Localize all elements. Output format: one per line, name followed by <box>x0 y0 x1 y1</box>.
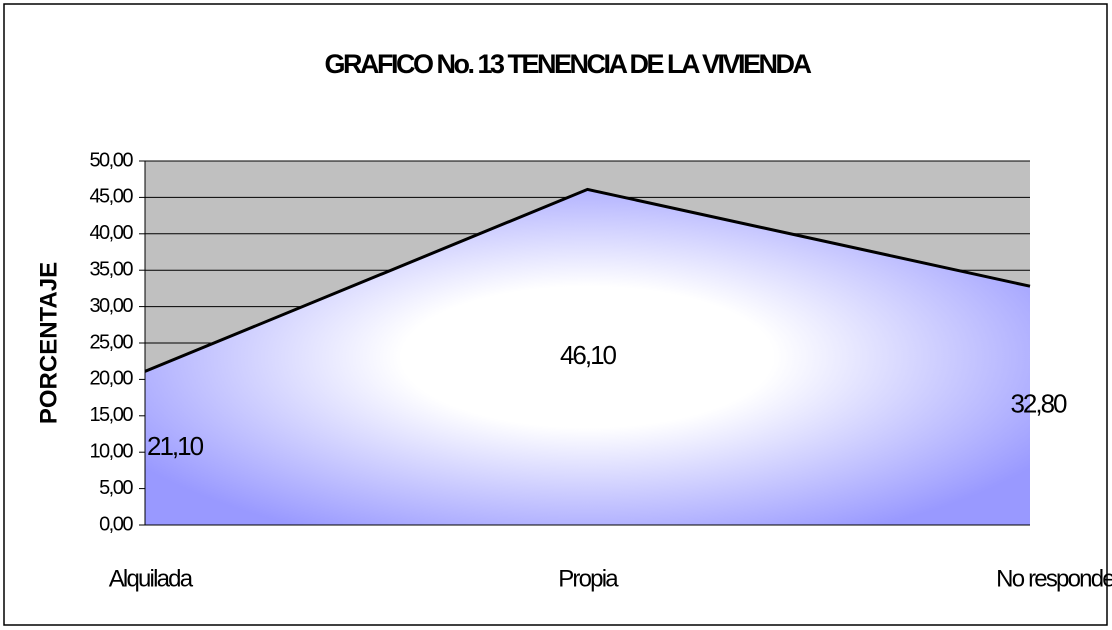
value-label: 21,10 <box>147 431 204 461</box>
chart-title: GRAFICO No. 13 TENENCIA DE LA VIVIENDA <box>324 49 811 79</box>
y-tick-label: 5,00 <box>99 477 133 499</box>
x-tick-label: Propia <box>558 565 619 592</box>
y-tick-label: 45,00 <box>89 186 133 208</box>
x-tick-label: No responde <box>996 565 1112 592</box>
area <box>145 189 1030 525</box>
y-tick-label: 35,00 <box>89 258 133 280</box>
y-tick-label: 40,00 <box>89 222 133 244</box>
y-tick-label: 50,00 <box>89 149 133 171</box>
y-axis-label: PORCENTAJE <box>35 262 62 424</box>
y-tick-label: 20,00 <box>89 368 133 390</box>
y-tick-label: 10,00 <box>89 440 133 462</box>
x-tick-label: Alquilada <box>109 565 194 592</box>
y-tick-label: 0,00 <box>99 513 133 535</box>
value-label: 46,10 <box>560 340 617 370</box>
y-tick-label: 30,00 <box>89 295 133 317</box>
value-label: 32,80 <box>1010 388 1067 418</box>
y-tick-label: 25,00 <box>89 331 133 353</box>
y-tick-label: 15,00 <box>89 404 133 426</box>
area-line <box>144 187 1031 373</box>
